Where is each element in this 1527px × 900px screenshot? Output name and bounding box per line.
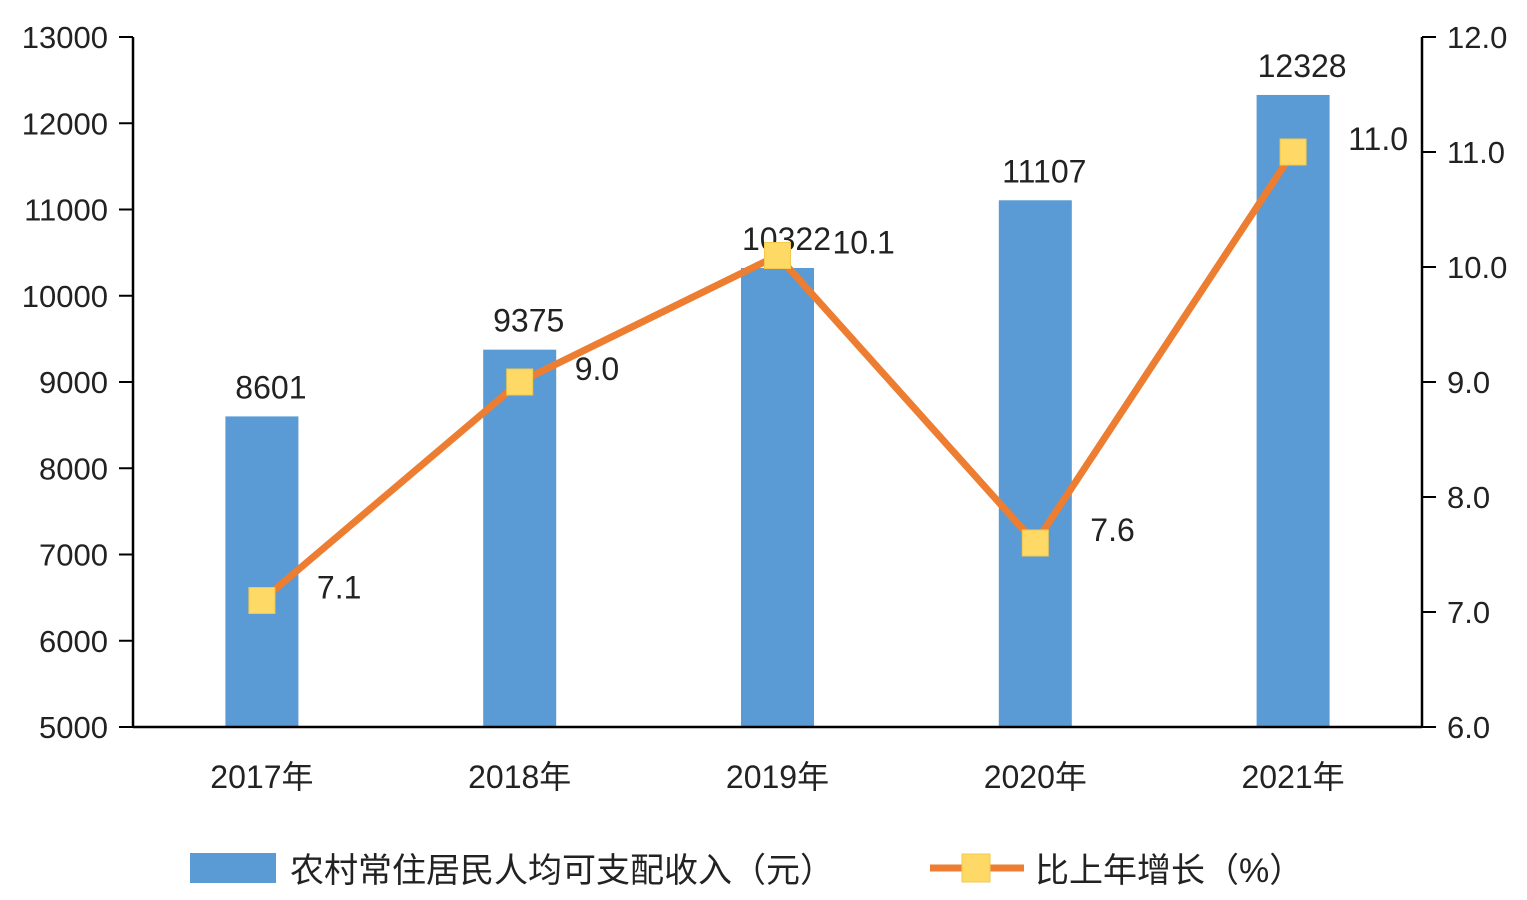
legend-line-label: 比上年增长（%） — [1035, 852, 1303, 890]
axis-lines — [131, 37, 1424, 729]
left-tick-label: 7000 — [39, 538, 108, 573]
left-tick-label: 5000 — [39, 710, 108, 745]
legend-bar-swatch — [190, 853, 276, 883]
right-tick-label: 11.0 — [1447, 135, 1505, 170]
category-label: 2017年 — [210, 759, 313, 795]
right-axis: 6.0 7.0 8.0 9.0 10.0 11.0 12.0 — [1422, 20, 1507, 745]
right-tick-label: 8.0 — [1447, 480, 1490, 515]
left-axis: 5000 6000 7000 8000 9000 10000 11000 12000 13000 — [22, 20, 133, 745]
line-value-label: 7.6 — [1090, 512, 1134, 548]
line-marker — [1021, 529, 1049, 557]
bar-value-label: 11107 — [1002, 153, 1086, 189]
bar-value-label: 8601 — [235, 369, 306, 405]
bar-value-label: 9375 — [493, 303, 564, 339]
bar — [483, 349, 557, 727]
left-tick-label: 12000 — [22, 106, 108, 141]
right-tick-label: 12.0 — [1447, 20, 1507, 55]
line-marker — [764, 242, 791, 269]
legend-line-marker — [961, 853, 991, 883]
left-tick-label: 6000 — [39, 624, 108, 659]
bar — [998, 200, 1072, 728]
category-labels: 2017年 2018年 2019年 2020年 2021年 — [210, 759, 1344, 795]
line-value-label: 11.0 — [1348, 121, 1408, 157]
line-value-label: 10.1 — [833, 225, 895, 261]
bar — [1256, 94, 1330, 727]
left-tick-label: 10000 — [22, 279, 108, 314]
legend-bar-label: 农村常住居民人均可支配收入（元） — [290, 852, 834, 890]
left-tick-label: 13000 — [22, 20, 108, 55]
line-value-label: 9.0 — [575, 351, 619, 387]
bar — [225, 416, 299, 727]
left-tick-label: 9000 — [39, 365, 108, 400]
right-tick-label: 10.0 — [1447, 250, 1507, 285]
line-marker — [248, 587, 276, 614]
right-tick-label: 7.0 — [1447, 595, 1490, 630]
right-tick-label: 6.0 — [1447, 710, 1490, 745]
category-label: 2021年 — [1241, 759, 1344, 795]
right-tick-label: 9.0 — [1447, 365, 1490, 400]
line-value-label: 7.1 — [317, 570, 361, 606]
category-label: 2019年 — [726, 759, 829, 795]
left-tick-label: 8000 — [39, 451, 108, 486]
left-tick-label: 11000 — [24, 193, 108, 228]
category-label: 2018年 — [468, 759, 571, 795]
bar-series — [225, 94, 1330, 728]
bar — [741, 267, 814, 727]
bar-value-label: 12328 — [1258, 48, 1347, 84]
legend: 农村常住居民人均可支配收入（元） 比上年增长（%） — [190, 852, 1303, 890]
category-label: 2020年 — [984, 759, 1087, 795]
line-marker — [1279, 138, 1307, 166]
line-data-labels: 7.1 9.0 10.1 7.6 11.0 — [317, 121, 1408, 606]
line-series — [248, 138, 1307, 614]
line-marker — [506, 368, 534, 396]
